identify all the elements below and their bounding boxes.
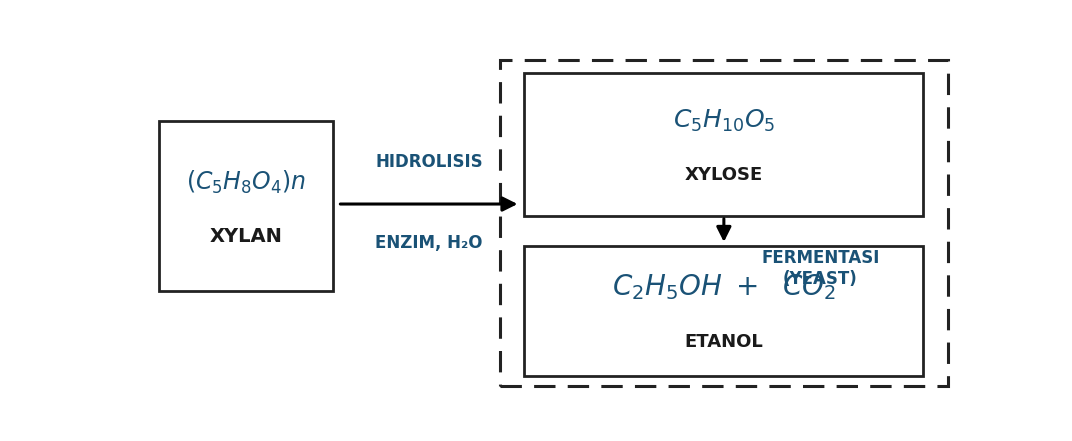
Bar bbox=[500, 60, 949, 386]
Bar bbox=[524, 247, 923, 376]
Text: HIDROLISIS: HIDROLISIS bbox=[375, 153, 482, 171]
Bar bbox=[524, 73, 923, 216]
Text: XYLAN: XYLAN bbox=[210, 227, 283, 246]
Text: FERMENTASI
(YEAST): FERMENTASI (YEAST) bbox=[761, 249, 880, 288]
Text: $C_2H_5OH\ +\ \ CO_2$: $C_2H_5OH\ +\ \ CO_2$ bbox=[612, 273, 836, 302]
Text: XYLOSE: XYLOSE bbox=[685, 166, 763, 184]
Bar bbox=[159, 121, 333, 291]
Text: ENZIM, H₂O: ENZIM, H₂O bbox=[375, 234, 482, 252]
Text: ETANOL: ETANOL bbox=[685, 333, 763, 351]
Text: $C_5H_{10}O_5$: $C_5H_{10}O_5$ bbox=[673, 108, 775, 134]
Text: $(C_5H_8O_4)n$: $(C_5H_8O_4)n$ bbox=[187, 168, 307, 195]
